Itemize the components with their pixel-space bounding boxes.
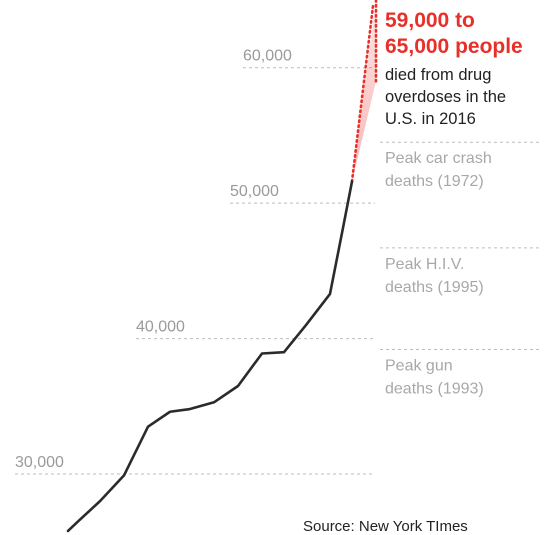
projection-line [350, 4, 375, 183]
y-tick-label: 30,000 [15, 454, 64, 471]
reference-label: Peak car crash [385, 150, 492, 167]
reference-label: Peak H.I.V. [385, 256, 464, 273]
annotation-body-1: died from drug [385, 66, 491, 84]
gridlines: 30,000 40,000 50,000 60,000 [15, 48, 375, 475]
reference-lines: Peak car crash deaths (1972) Peak H.I.V. de… [380, 141, 540, 397]
annotation-body-3: U.S. in 2016 [385, 110, 476, 128]
series [66, 180, 354, 533]
series-line [66, 180, 354, 533]
annotation: 59,000 to 65,000 people died from drug o… [385, 9, 523, 128]
y-tick-label: 50,000 [230, 183, 279, 200]
reference-label: deaths (1993) [385, 380, 484, 397]
annotation-headline-2: 65,000 people [385, 35, 523, 58]
annotation-headline-1: 59,000 to [385, 9, 475, 32]
projection [350, 0, 378, 183]
y-tick-label: 60,000 [243, 48, 292, 65]
source-credit: Source: New York TImes [303, 518, 468, 535]
y-tick-label: 40,000 [136, 319, 185, 336]
reference-label: deaths (1972) [385, 173, 484, 190]
reference-label: Peak gun [385, 357, 453, 374]
annotation-body-2: overdoses in the [385, 88, 506, 106]
reference-label: deaths (1995) [385, 279, 484, 296]
